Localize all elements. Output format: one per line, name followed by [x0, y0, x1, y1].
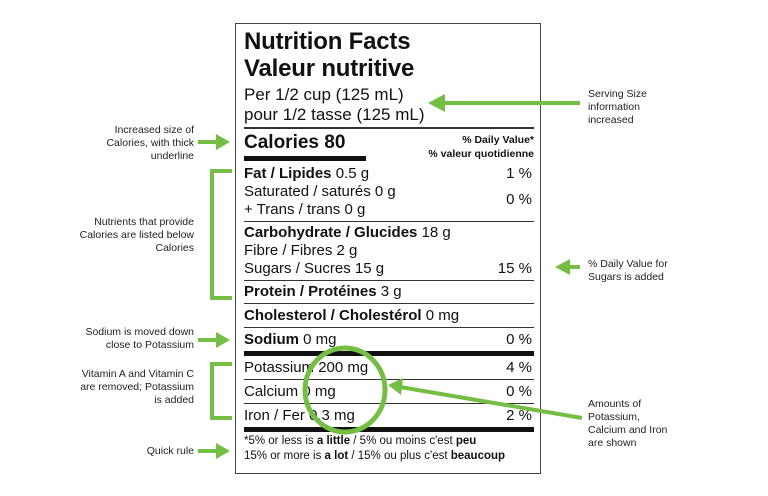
divider — [244, 127, 534, 129]
arrow-right-icon — [198, 443, 230, 459]
dv-calcium: 0 % — [506, 383, 532, 400]
footnote-line-2: 15% or more is a lot / 15% ou plus c'est… — [244, 450, 506, 462]
dv-fat: 1 % — [506, 165, 532, 182]
arrow-right-icon — [198, 332, 230, 348]
bracket-icon — [210, 169, 232, 300]
arrow-right-icon — [198, 134, 230, 150]
row-fibre: Fibre / Fibres 2 g — [244, 242, 358, 259]
dv-sodium: 0 % — [506, 331, 532, 348]
serving-en: Per 1/2 cup (125 mL) — [244, 85, 404, 104]
nutrition-facts-label: Nutrition Facts Valeur nutritive Per 1/2… — [235, 23, 541, 474]
calories: Calories 80 — [244, 132, 346, 153]
row-iron: Iron / Fer 0.3 mg — [244, 407, 355, 424]
row-carbohydrate: Carbohydrate / Glucides 18 g — [244, 224, 451, 241]
annotation-vitamins: Vitamin A and Vitamin C are removed; Pot… — [80, 368, 194, 406]
row-fat: Fat / Lipides 0.5 g — [244, 165, 370, 182]
calories-underline — [244, 156, 366, 161]
dv-saturated-trans: 0 % — [506, 191, 532, 208]
annotation-calories: Increased size of Calories, with thick u… — [106, 124, 194, 162]
bracket-icon — [210, 362, 232, 420]
divider — [244, 280, 534, 281]
row-potassium: Potassium 200 mg — [244, 359, 369, 376]
dv-iron: 2 % — [506, 407, 532, 424]
title-fr: Valeur nutritive — [244, 55, 415, 82]
dv-header-fr: % valeur quotidienne — [428, 148, 534, 160]
dv-header-en: % Daily Value* — [462, 134, 534, 146]
row-protein: Protein / Protéines 3 g — [244, 283, 402, 300]
thick-divider — [244, 427, 534, 432]
annotation-minerals: Amounts of Potassium, Calcium and Iron a… — [588, 398, 668, 449]
annotation-sodium: Sodium is moved down close to Potassium — [85, 326, 194, 351]
row-sugars: Sugars / Sucres 15 g — [244, 260, 385, 277]
row-cholesterol: Cholesterol / Cholestérol 0 mg — [244, 307, 460, 324]
annotation-serving: Serving Size information increased — [588, 88, 647, 126]
serving-fr: pour 1/2 tasse (125 mL) — [244, 105, 425, 124]
divider — [244, 403, 534, 404]
arrow-left-icon — [555, 259, 580, 275]
title-en: Nutrition Facts — [244, 28, 411, 55]
divider — [244, 303, 534, 304]
row-trans: + Trans / trans 0 g — [244, 201, 366, 218]
footnote-line-1: *5% or less is a little / 5% ou moins c'… — [244, 435, 477, 447]
divider — [244, 379, 534, 380]
annotation-nutrients: Nutrients that provide Calories are list… — [79, 216, 194, 254]
row-saturated: Saturated / saturés 0 g — [244, 183, 396, 200]
thick-divider — [244, 351, 534, 356]
annotation-sugars: % Daily Value for Sugars is added — [588, 258, 668, 283]
divider — [244, 327, 534, 328]
dv-potassium: 4 % — [506, 359, 532, 376]
divider — [244, 221, 534, 222]
row-calcium: Calcium 0 mg — [244, 383, 336, 400]
dv-sugars: 15 % — [497, 260, 532, 277]
row-sodium: Sodium 0 mg — [244, 331, 337, 348]
annotation-quick-rule: Quick rule — [146, 445, 194, 457]
